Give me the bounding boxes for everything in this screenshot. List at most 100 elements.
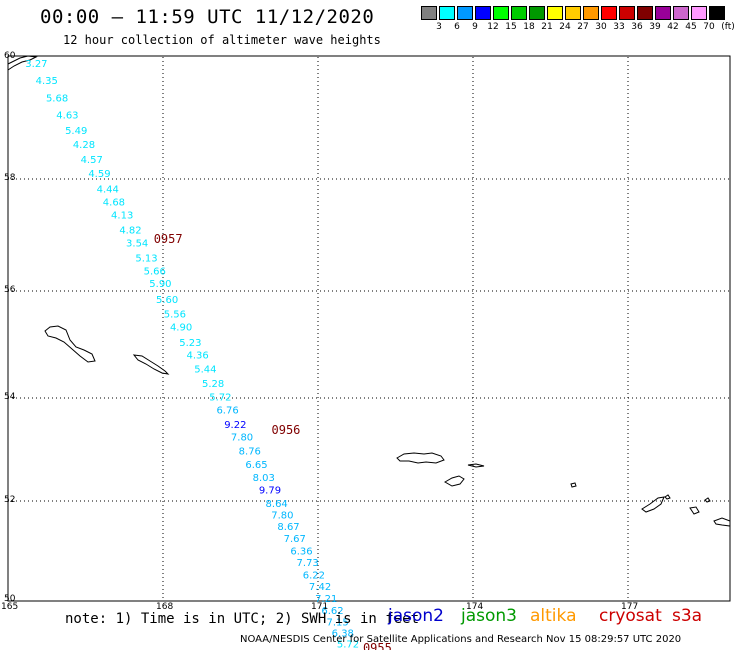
legend-swatch	[547, 6, 563, 20]
coastline-islet-3	[664, 494, 671, 500]
legend-swatch	[457, 6, 473, 20]
legend-swatch	[529, 6, 545, 20]
legend-label: 21	[541, 22, 553, 32]
latitude-tick-label: 58	[4, 173, 16, 183]
legend-label: 39	[649, 22, 661, 32]
swh-label: 7.73	[297, 558, 319, 569]
latitude-tick-label: 50	[4, 594, 16, 604]
swh-label: 6.65	[245, 460, 267, 471]
coastline-islet-5	[704, 497, 711, 503]
legend-swatch	[619, 6, 635, 20]
swh-label: 5.49	[65, 126, 87, 137]
swh-label: 3.27	[25, 59, 47, 70]
swh-label: 5.68	[46, 93, 68, 104]
legend-label: 33	[613, 22, 625, 32]
swh-label: 4.35	[36, 76, 58, 87]
legend-label: 3	[436, 22, 442, 32]
swh-label: 6.22	[303, 570, 325, 581]
coastline-islet-4	[689, 506, 700, 515]
swh-label: 8.03	[253, 473, 275, 484]
credits-line: NOAA/NESDIS Center for Satellite Applica…	[240, 634, 682, 645]
coastline-top-left	[7, 55, 38, 71]
swh-label: 5.66	[144, 266, 166, 277]
latitude-tick-label: 54	[4, 392, 16, 402]
swh-label: 4.90	[170, 322, 192, 333]
swh-label: 4.13	[111, 210, 133, 221]
longitude-tick-label: 168	[156, 602, 174, 612]
legend-swatch	[493, 6, 509, 20]
legend-swatch	[421, 6, 437, 20]
coastline-rat-islands	[713, 517, 731, 527]
swh-label: 4.59	[88, 169, 110, 180]
swh-label: 6.36	[290, 547, 312, 558]
color-legend: 3 6 9 12 15 18 21 24 27 30 33 36 39 42 45 70 (ft)	[421, 6, 735, 34]
legend-label: 12	[487, 22, 499, 32]
swh-label: 5.72	[337, 640, 359, 650]
mission-s3a: s3a	[672, 606, 703, 626]
latitude-tick-label: 56	[4, 285, 16, 295]
swh-label: 5.44	[194, 365, 216, 376]
footer-note: note: 1) Time is in UTC; 2) SWH is in fe…	[65, 611, 420, 627]
mission-cryosat: cryosat	[599, 606, 662, 626]
swh-label: 7.21	[315, 594, 337, 605]
legend-swatch	[637, 6, 653, 20]
mission-altika: altika	[530, 606, 577, 626]
coastline-attu-island	[396, 452, 445, 464]
swh-label: 4.63	[56, 110, 78, 121]
swh-label: 7.15	[327, 617, 349, 628]
coastline-medny-island	[132, 354, 170, 375]
legend-label: 24	[559, 22, 571, 32]
swh-label: 7.42	[309, 582, 331, 593]
latitude-tick-label: 52	[4, 495, 16, 505]
swh-label: 6.38	[332, 629, 354, 640]
swh-label: 5.60	[156, 295, 178, 306]
longitude-tick-label: 177	[621, 602, 639, 612]
coastline-bering-island	[44, 325, 96, 363]
map-frame	[7, 55, 731, 602]
swh-label: 5.56	[164, 309, 186, 320]
map-subtitle: 12 hour collection of altimeter wave hei…	[63, 33, 381, 47]
legend-unit: (ft)	[721, 22, 735, 32]
legend-label: 27	[577, 22, 589, 32]
swh-label: 4.57	[81, 155, 103, 166]
legend-label: 6	[454, 22, 460, 32]
swh-label: 8.67	[277, 522, 299, 533]
swh-label: 4.44	[97, 185, 119, 196]
coastline-agattu-island	[443, 475, 465, 487]
swh-label: 5.28	[202, 379, 224, 390]
mission-jason2: jason2	[388, 606, 444, 626]
legend-label: 18	[523, 22, 535, 32]
longitude-tick-label: 165	[1, 602, 19, 612]
swh-label: 4.68	[103, 197, 125, 208]
legend-swatch	[511, 6, 527, 20]
legend-label: 15	[505, 22, 517, 32]
swh-label: 8.76	[239, 447, 261, 458]
swh-label: 7.80	[271, 510, 293, 521]
swh-label: 7.67	[284, 534, 306, 545]
time-label: 0956	[272, 423, 301, 437]
swh-label: 3.54	[126, 238, 148, 249]
map-title: 00:00 — 11:59 UTC 11/12/2020	[40, 6, 375, 28]
altimeter-track: 3.27 4.35 5.68 4.63 5.49 4.28 4.57 4.59 4.444.68…	[25, 59, 392, 650]
swh-label: 4.36	[186, 351, 208, 362]
longitude-tick-label: 171	[311, 602, 329, 612]
legend-label: 70	[703, 22, 715, 32]
swh-label: 5.72	[209, 392, 231, 403]
legend-swatch	[655, 6, 671, 20]
swh-label: 9.79	[259, 486, 281, 497]
legend-swatch	[583, 6, 599, 20]
legend-swatch	[475, 6, 491, 20]
legend-swatch	[691, 6, 707, 20]
swh-label: 4.28	[73, 140, 95, 151]
coastline-islet-2	[570, 482, 577, 488]
legend-label: 36	[631, 22, 643, 32]
legend-label: 30	[595, 22, 607, 32]
swh-label: 8.64	[266, 499, 288, 510]
swh-label: 5.13	[135, 253, 157, 264]
swh-label: 5.90	[149, 279, 171, 290]
legend-label: 45	[685, 22, 697, 32]
legend-swatch	[709, 6, 725, 20]
swh-label: 9.22	[224, 420, 246, 431]
time-label: 0957	[154, 232, 183, 246]
